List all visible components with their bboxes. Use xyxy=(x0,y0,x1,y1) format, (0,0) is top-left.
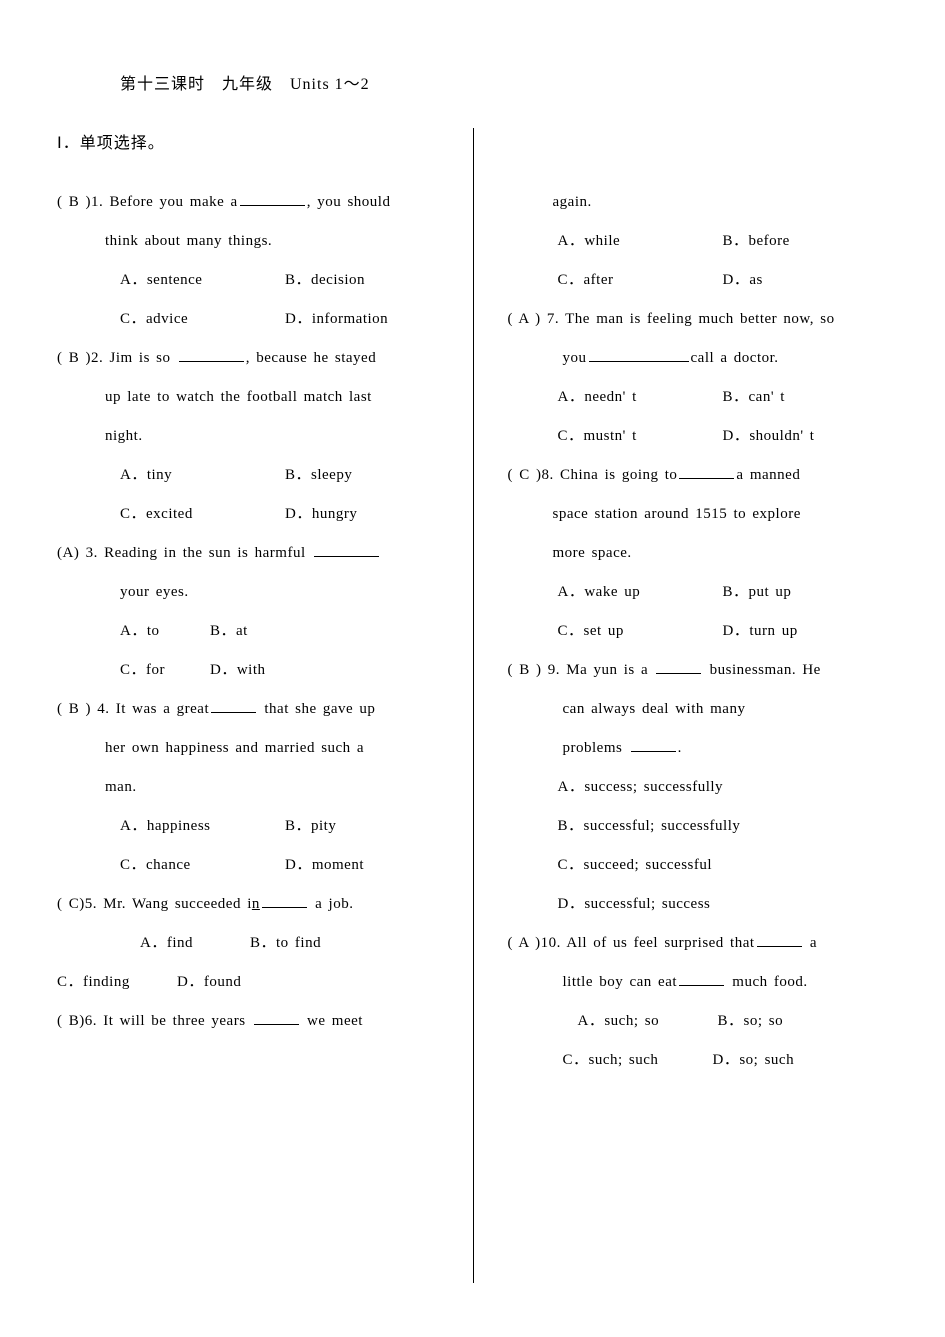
column-divider xyxy=(473,128,474,1283)
q9-option-a: A．success; successfully xyxy=(558,768,896,807)
blank xyxy=(589,347,689,362)
blank xyxy=(262,893,307,908)
q8-line3: more space. xyxy=(553,534,896,573)
header-title: 第十三课时 九年级 Units 1～2 xyxy=(120,76,370,93)
q9-option-b: B．successful; successfully xyxy=(558,807,896,846)
q1-line2: think about many things. xyxy=(105,222,458,261)
blank xyxy=(211,698,256,713)
q6-line1: ( B)6. It will be three years we meet xyxy=(57,1002,458,1041)
right-column: again. A．whileB．before C．afterD．as ( A )… xyxy=(473,183,901,1080)
q5-options-cd: C．findingD．found xyxy=(57,963,458,1002)
q4-line3: man. xyxy=(105,768,458,807)
q8-line2: space station around 1515 to explore xyxy=(553,495,896,534)
q7-options-ab: A．needn' tB．can' t xyxy=(558,378,896,417)
q9-line3: problems . xyxy=(563,729,896,768)
q2-line1: ( B )2. Jim is so , because he stayed xyxy=(57,339,458,378)
q3-options-cd: C．forD．with xyxy=(120,651,458,690)
q10-line2: little boy can eat much food. xyxy=(563,963,896,1002)
q2-line3: night. xyxy=(105,417,458,456)
q8-line1: ( C )8. China is going toa manned xyxy=(508,456,896,495)
two-column-layout: ( B )1. Before you make a, you should th… xyxy=(45,183,900,1080)
q5-options-ab: A．findB．to find xyxy=(140,924,458,963)
q3-line1: (A) 3. Reading in the sun is harmful xyxy=(57,534,458,573)
blank xyxy=(254,1010,299,1025)
blank xyxy=(656,659,701,674)
q10-options-cd: C．such; suchD．so; such xyxy=(563,1041,896,1080)
left-column: ( B )1. Before you make a, you should th… xyxy=(45,183,473,1080)
q4-line2: her own happiness and married such a xyxy=(105,729,458,768)
q2-options-ab: A．tinyB．sleepy xyxy=(120,456,458,495)
q8-options-ab: A．wake upB．put up xyxy=(558,573,896,612)
q7-line2: youcall a doctor. xyxy=(563,339,896,378)
q7-options-cd: C．mustn' tD．shouldn' t xyxy=(558,417,896,456)
q6-cont: again. xyxy=(553,183,896,222)
q3-line2: your eyes. xyxy=(120,573,458,612)
q9-option-d: D．successful; success xyxy=(558,885,896,924)
q7-line1: ( A ) 7. The man is feeling much better … xyxy=(508,300,896,339)
blank xyxy=(679,971,724,986)
q1-options-ab: A．sentenceB．decision xyxy=(120,261,458,300)
q1-line1: ( B )1. Before you make a, you should xyxy=(57,183,458,222)
q3-options-ab: A．toB．at xyxy=(120,612,458,651)
q5-line1: ( C)5. Mr. Wang succeeded in a job. xyxy=(57,885,458,924)
section-title: Ⅰ．单项选择。 xyxy=(57,129,900,153)
q4-line1: ( B ) 4. It was a great that she gave up xyxy=(57,690,458,729)
q9-option-c: C．succeed; successful xyxy=(558,846,896,885)
q8-options-cd: C．set upD．turn up xyxy=(558,612,896,651)
blank xyxy=(179,347,244,362)
q10-options-ab: A．such; soB．so; so xyxy=(578,1002,896,1041)
blank xyxy=(631,737,676,752)
blank xyxy=(679,464,734,479)
q10-line1: ( A )10. All of us feel surprised that a xyxy=(508,924,896,963)
blank xyxy=(757,932,802,947)
q4-options-cd: C．chanceD．moment xyxy=(120,846,458,885)
q6-options-ab: A．whileB．before xyxy=(558,222,896,261)
blank xyxy=(314,542,379,557)
q6-options-cd: C．afterD．as xyxy=(558,261,896,300)
q9-line1: ( B ) 9. Ma yun is a businessman. He xyxy=(508,651,896,690)
q2-line2: up late to watch the football match last xyxy=(105,378,458,417)
q1-options-cd: C．adviceD．information xyxy=(120,300,458,339)
blank xyxy=(240,191,305,206)
q2-options-cd: C．excitedD．hungry xyxy=(120,495,458,534)
q9-line2: can always deal with many xyxy=(563,690,896,729)
page-header: 第十三课时 九年级 Units 1～2 xyxy=(120,70,900,94)
q4-options-ab: A．happinessB．pity xyxy=(120,807,458,846)
